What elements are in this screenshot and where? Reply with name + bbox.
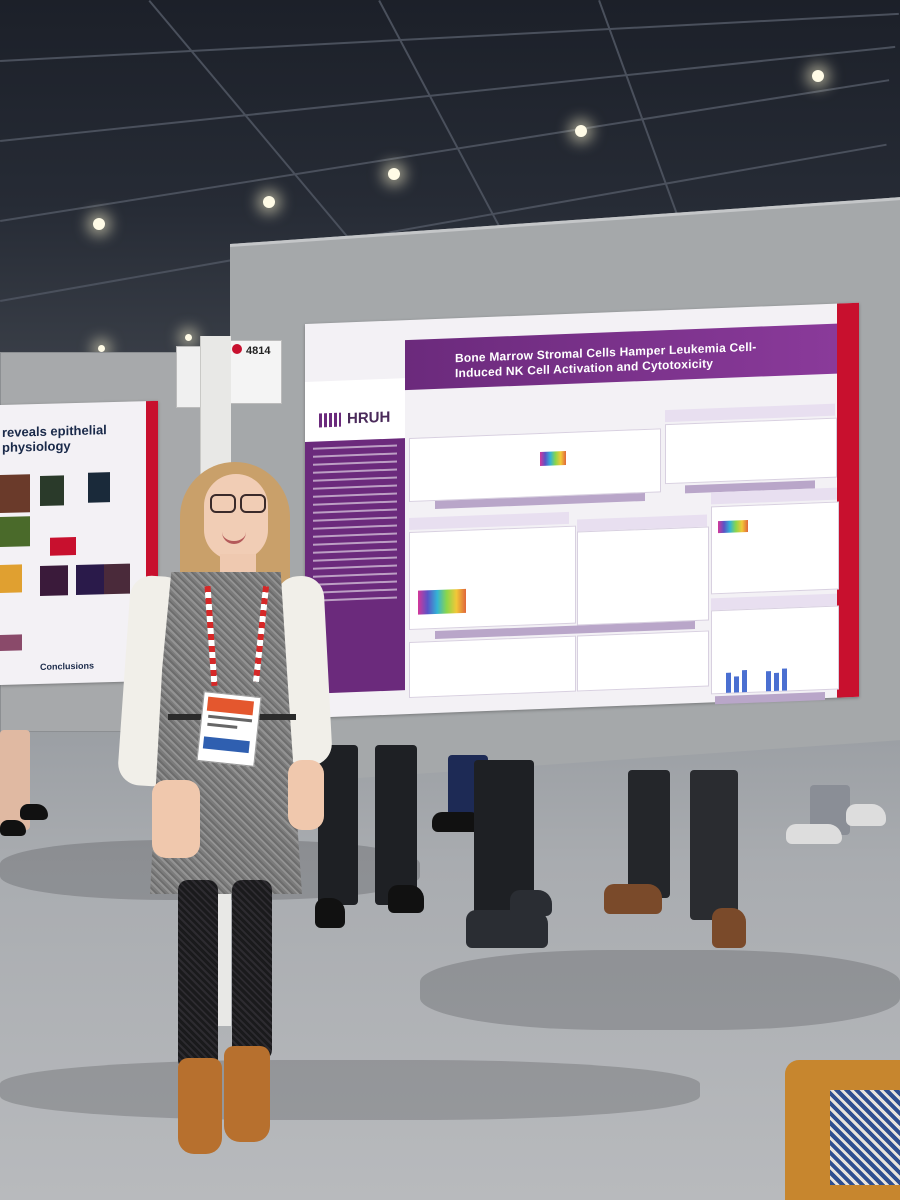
glasses-icon <box>240 494 266 513</box>
poster-chart <box>711 605 839 695</box>
ceiling-light <box>812 70 824 82</box>
left-poster-footer: Conclusions <box>40 660 95 672</box>
right-hand <box>288 760 324 830</box>
ceiling-light <box>185 334 192 341</box>
presenter-boot <box>178 1058 222 1154</box>
left-poster-title-line2: physiology <box>2 438 71 455</box>
poster-panel <box>577 630 709 692</box>
ceiling-light <box>98 345 105 352</box>
poster-panel <box>665 417 837 485</box>
name-badge <box>196 691 262 767</box>
presenter-boot <box>224 1046 270 1142</box>
poster-panel <box>409 428 661 503</box>
poster-panel <box>577 526 709 626</box>
poster-panel <box>711 501 839 595</box>
ceiling-light <box>388 168 400 180</box>
tote-bag-print <box>830 1090 900 1185</box>
presenter-leg <box>178 880 218 1070</box>
left-poster-title-line1: reveals epithelial <box>2 422 107 440</box>
hruh-logo-icon <box>319 412 341 428</box>
poster-panel <box>409 525 576 631</box>
presenter-leg <box>232 880 272 1060</box>
poster-red-strip <box>837 302 859 698</box>
poster-logo-text: HRUH <box>347 408 391 428</box>
presenter-smile <box>222 532 246 544</box>
main-poster: Bone Marrow Stromal Cells Hamper Leukemi… <box>305 302 859 718</box>
left-hand <box>152 780 200 858</box>
booth-logo-icon <box>232 344 242 354</box>
ceiling-light <box>93 218 105 230</box>
booth-number: 4814 <box>246 345 271 357</box>
poster-panel <box>409 635 576 699</box>
presenter-face <box>204 474 268 560</box>
glasses-icon <box>210 494 236 513</box>
ceiling-light <box>263 196 275 208</box>
ceiling-light <box>575 125 587 137</box>
